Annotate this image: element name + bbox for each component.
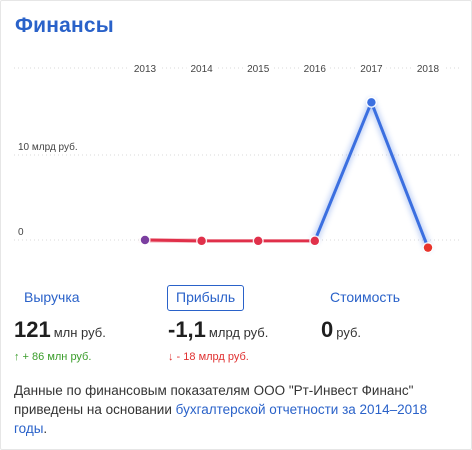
x-tick-label: 2015 (247, 64, 270, 75)
data-point (140, 235, 150, 245)
tab-profit[interactable]: Прибыль (167, 285, 245, 311)
x-tick-label: 2017 (360, 64, 383, 75)
data-point (310, 236, 319, 246)
profit-delta: ↓ - 18 млрд руб. (168, 351, 249, 363)
data-point (254, 236, 263, 246)
x-tick-label: 2016 (304, 64, 327, 75)
report-link[interactable]: бухгалтерской отчетности за 2014–2018 го… (14, 402, 428, 436)
data-point (197, 236, 206, 246)
series-line (143, 238, 204, 243)
x-tick-bg (130, 60, 160, 75)
data-point (423, 243, 433, 252)
profit-unit: млрд руб. (208, 325, 269, 340)
revenue-metric: 121 млн руб. (14, 317, 106, 343)
tab-revenue[interactable]: Выручка (24, 289, 80, 305)
value-value: 0 (321, 317, 334, 342)
data-source-note: Данные по финансовым показателям ООО "Рт… (14, 381, 454, 438)
card-title: Финансы (15, 14, 114, 37)
x-tick-bg (299, 60, 330, 75)
note-text: Данные по финансовым показателям ООО "Рт… (14, 383, 414, 417)
note-end: . (43, 421, 48, 436)
y-tick-label: 10 млрд руб. (18, 141, 78, 153)
x-tick-label: 2018 (417, 64, 440, 75)
data-point (367, 98, 376, 107)
x-tick-label: 2014 (190, 64, 213, 75)
revenue-unit: млн руб. (53, 325, 106, 340)
tab-value[interactable]: Стоимость (330, 289, 401, 305)
x-tick-bg (356, 60, 387, 75)
series-line (313, 100, 373, 243)
revenue-delta: ↑ + 86 млн руб. (14, 351, 92, 363)
value-metric: 0 руб. (321, 317, 361, 343)
profit-chart: 10 млрд руб. 0 2013 2014 2015 2016 2017 2018 (14, 60, 459, 254)
metric-tabs: Выручка Прибыль Стоимость (1, 285, 471, 313)
revenue-value: 121 (14, 317, 51, 342)
x-tick-bg (243, 60, 274, 75)
profit-metric: -1,1 млрд руб. (168, 317, 268, 343)
x-tick-bg (186, 60, 217, 75)
y-tick-label: 0 (18, 227, 24, 238)
value-unit: руб. (336, 325, 362, 340)
profit-value: -1,1 (168, 317, 206, 342)
series-line (369, 100, 430, 250)
x-tick-label: 2013 (134, 64, 157, 75)
x-tick-bg (413, 60, 443, 75)
